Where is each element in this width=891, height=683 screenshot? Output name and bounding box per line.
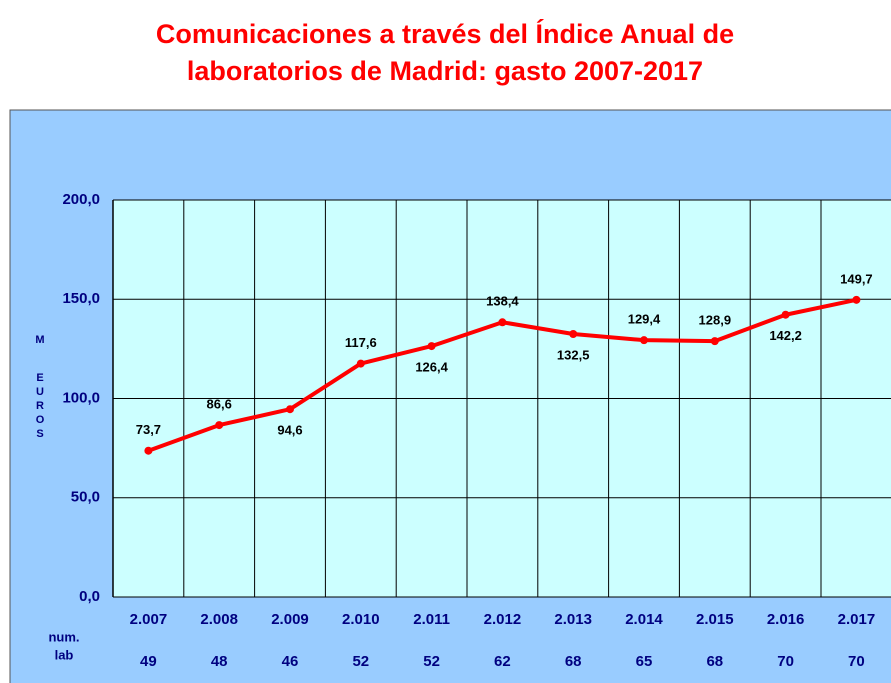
x-tick-label: 2.012 (484, 611, 522, 628)
y-tick-label: 100,0 (62, 389, 100, 406)
point (852, 295, 861, 304)
value-label: 126,4 (415, 360, 448, 375)
lab-count: 52 (423, 653, 440, 670)
x-tick-label: 2.011 (413, 611, 450, 628)
point (781, 310, 790, 319)
lab-count: 70 (848, 653, 865, 670)
y-tick-label: 50,0 (71, 489, 100, 506)
value-label: 73,7 (136, 422, 161, 437)
point (498, 318, 507, 327)
row-label: num. (48, 629, 79, 644)
value-label: 128,9 (699, 313, 732, 328)
value-label: 86,6 (207, 397, 232, 412)
point (286, 405, 294, 414)
lab-count: 65 (636, 653, 653, 670)
point (144, 446, 153, 455)
value-label: 142,2 (769, 328, 802, 343)
lab-count: 48 (211, 653, 228, 670)
lab-count: 68 (565, 653, 582, 670)
point (569, 329, 578, 338)
y-tick-label: 150,0 (62, 290, 100, 307)
point (427, 342, 436, 351)
value-label: 129,4 (628, 312, 661, 327)
value-label: 117,6 (345, 335, 377, 350)
point (640, 336, 648, 345)
x-tick-label: 2.017 (838, 611, 876, 628)
value-label: 132,5 (557, 347, 590, 362)
point (710, 337, 719, 346)
y-tick-label: 0,0 (79, 588, 100, 605)
x-tick-label: 2.016 (767, 611, 805, 628)
x-tick-label: 2.009 (271, 611, 309, 628)
y-tick-label: 200,0 (62, 191, 100, 208)
row-label: lab (55, 647, 74, 662)
chart-title: laboratorios de Madrid: gasto 2007-2017 (187, 56, 703, 86)
x-tick-label: 2.007 (130, 611, 168, 628)
x-tick-label: 2.010 (342, 611, 380, 628)
x-tick-label: 2.013 (554, 611, 592, 628)
lab-count: 62 (494, 653, 511, 670)
x-tick-label: 2.015 (696, 611, 734, 628)
value-label: 138,4 (486, 294, 519, 309)
chart-title: Comunicaciones a través del Índice Anual… (156, 18, 734, 49)
point (215, 421, 224, 430)
point (356, 359, 365, 368)
lab-count: 70 (777, 653, 794, 670)
lab-count: 68 (706, 653, 723, 670)
x-tick-label: 2.014 (625, 611, 663, 628)
value-label: 149,7 (840, 271, 873, 286)
lab-count: 52 (352, 653, 369, 670)
x-tick-label: 2.008 (200, 611, 238, 628)
lab-count: 46 (282, 653, 299, 670)
lab-count: 49 (140, 653, 157, 670)
value-label: 94,6 (277, 423, 302, 438)
